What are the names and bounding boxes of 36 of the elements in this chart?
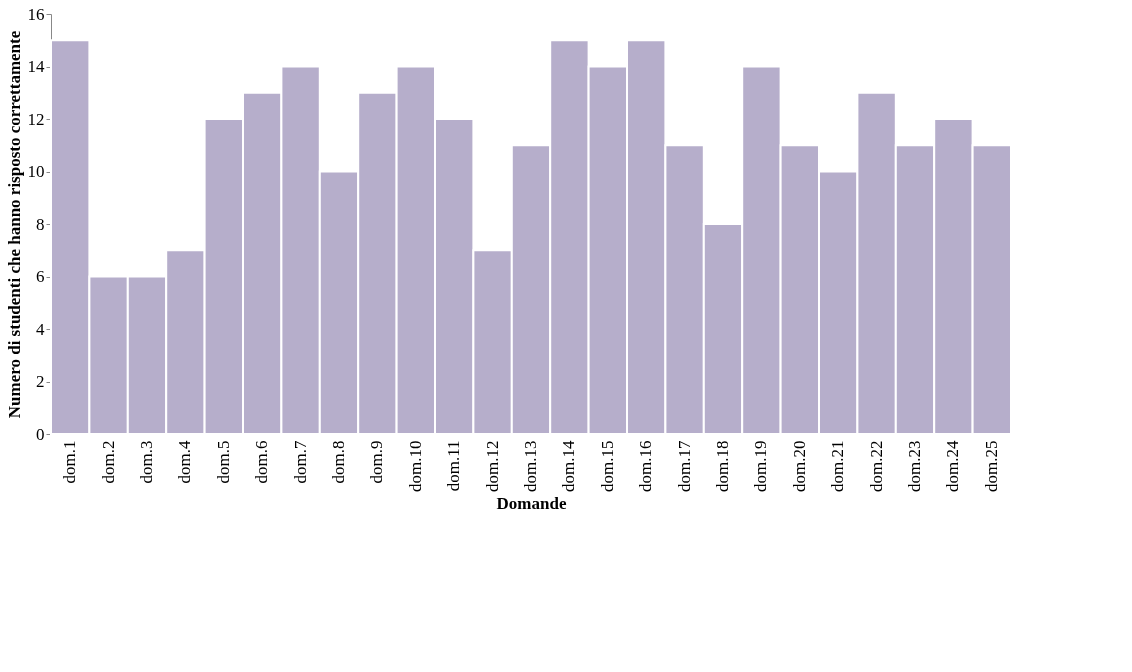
y-axis-title: Numero di studenti che hanno risposto correttamente [4, 30, 24, 419]
y-tick-label: 8 [36, 214, 45, 234]
x-tick-label: dom.20 [789, 440, 809, 492]
y-tick-label: 6 [36, 267, 45, 286]
x-tick-label: dom.15 [597, 440, 617, 492]
x-tick-label: dom.1 [60, 440, 80, 484]
y-tick-label: 12 [27, 109, 45, 129]
x-tick-label: dom.3 [137, 440, 156, 484]
x-tick-label: dom.19 [751, 440, 771, 492]
x-tick-label: dom.4 [175, 440, 195, 484]
x-tick-label: dom.13 [521, 440, 540, 492]
x-tick-label: dom.16 [636, 440, 656, 492]
y-tick-label: 16 [27, 4, 45, 24]
x-tick-label: dom.7 [290, 440, 310, 484]
x-tick-label: dom.10 [405, 440, 425, 492]
x-tick-label: dom.5 [213, 440, 233, 484]
x-tick-label: dom.21 [828, 440, 848, 492]
x-tick-label: dom.23 [905, 440, 924, 492]
x-tick-label: dom.22 [866, 440, 886, 492]
x-tick-label: dom.2 [98, 440, 118, 484]
y-tick-label: 10 [27, 162, 45, 181]
x-tick-label: dom.14 [559, 440, 579, 492]
x-tick-label: dom.11 [444, 440, 464, 492]
y-tick-label: 4 [36, 319, 45, 339]
x-tick-label: dom.17 [674, 440, 694, 492]
x-tick-label: dom.9 [367, 440, 387, 484]
y-tick-label: 14 [27, 57, 45, 76]
x-tick-label: dom.6 [252, 440, 272, 484]
x-tick-label: dom.8 [329, 440, 348, 484]
y-tick-label: 0 [36, 424, 45, 444]
x-tick-label: dom.18 [713, 440, 732, 492]
x-tick-label: dom.12 [482, 440, 502, 492]
y-tick-label: 2 [36, 372, 45, 391]
x-axis-title: Domande [496, 493, 567, 513]
x-tick-label: dom.24 [943, 440, 963, 492]
x-tick-label: dom.25 [981, 440, 1001, 492]
